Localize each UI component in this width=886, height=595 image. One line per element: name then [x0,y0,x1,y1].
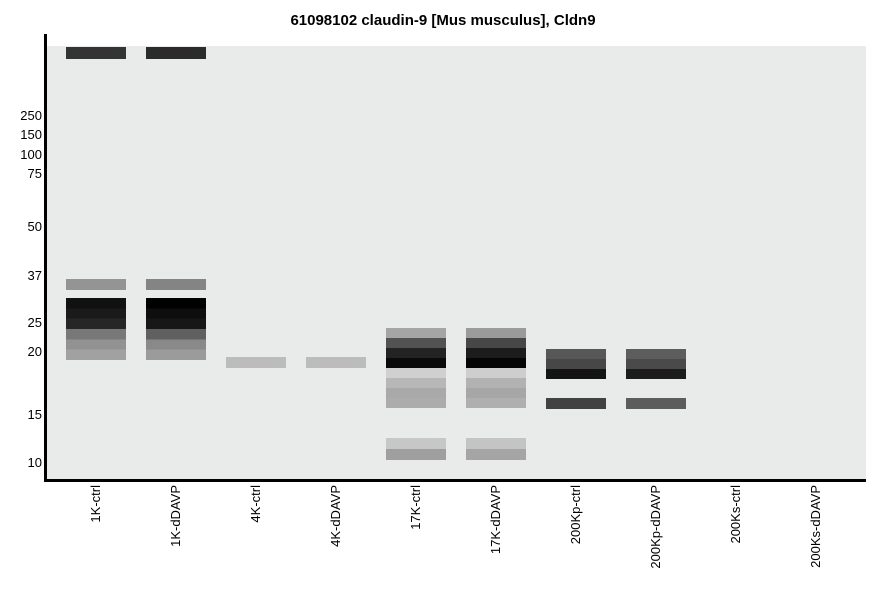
y-axis-tick-label: 75 [27,166,42,181]
lane-label: 1K-dDAVP [168,485,183,547]
lane-label: 200Kp-dDAVP [648,485,663,569]
y-axis-tick-label: 15 [27,407,42,422]
y-axis-tick-label: 50 [27,219,42,234]
protein-band [66,47,126,59]
protein-band [626,349,686,379]
x-axis-line [44,479,866,482]
protein-band [146,47,206,59]
figure-title: 61098102 claudin-9 [Mus musculus], Cldn9 [290,12,596,29]
protein-band [386,328,446,408]
y-axis-tick-label: 37 [27,268,42,283]
y-axis-labels: 250 150 100 75 50 37 25 20 15 10 [0,0,42,595]
protein-band [146,298,206,360]
protein-band [66,298,126,360]
y-axis-tick-label: 250 [20,108,42,123]
protein-band [306,357,366,368]
lane-label: 4K-ctrl [248,485,263,523]
plot-area [47,46,866,480]
lane-label: 17K-ctrl [408,485,423,530]
protein-band [466,438,526,460]
protein-band [546,398,606,409]
lane-label: 200Kp-ctrl [568,485,583,545]
y-axis-line [44,34,47,482]
y-axis-tick-label: 20 [27,344,42,359]
lane-label: 200Ks-ctrl [728,485,743,544]
y-axis-tick-label: 100 [20,147,42,162]
y-axis-tick-label: 10 [27,455,42,470]
y-axis-tick-label: 150 [20,127,42,142]
protein-band [146,279,206,290]
protein-band [546,349,606,379]
lane-label: 17K-dDAVP [488,485,503,555]
protein-band [226,357,286,368]
protein-band [626,398,686,409]
lane-label: 4K-dDAVP [328,485,343,547]
protein-band [466,328,526,408]
lane-label: 1K-ctrl [88,485,103,523]
y-axis-tick-label: 25 [27,315,42,330]
protein-band [386,438,446,460]
protein-band [66,279,126,290]
lane-label: 200Ks-dDAVP [808,485,823,568]
